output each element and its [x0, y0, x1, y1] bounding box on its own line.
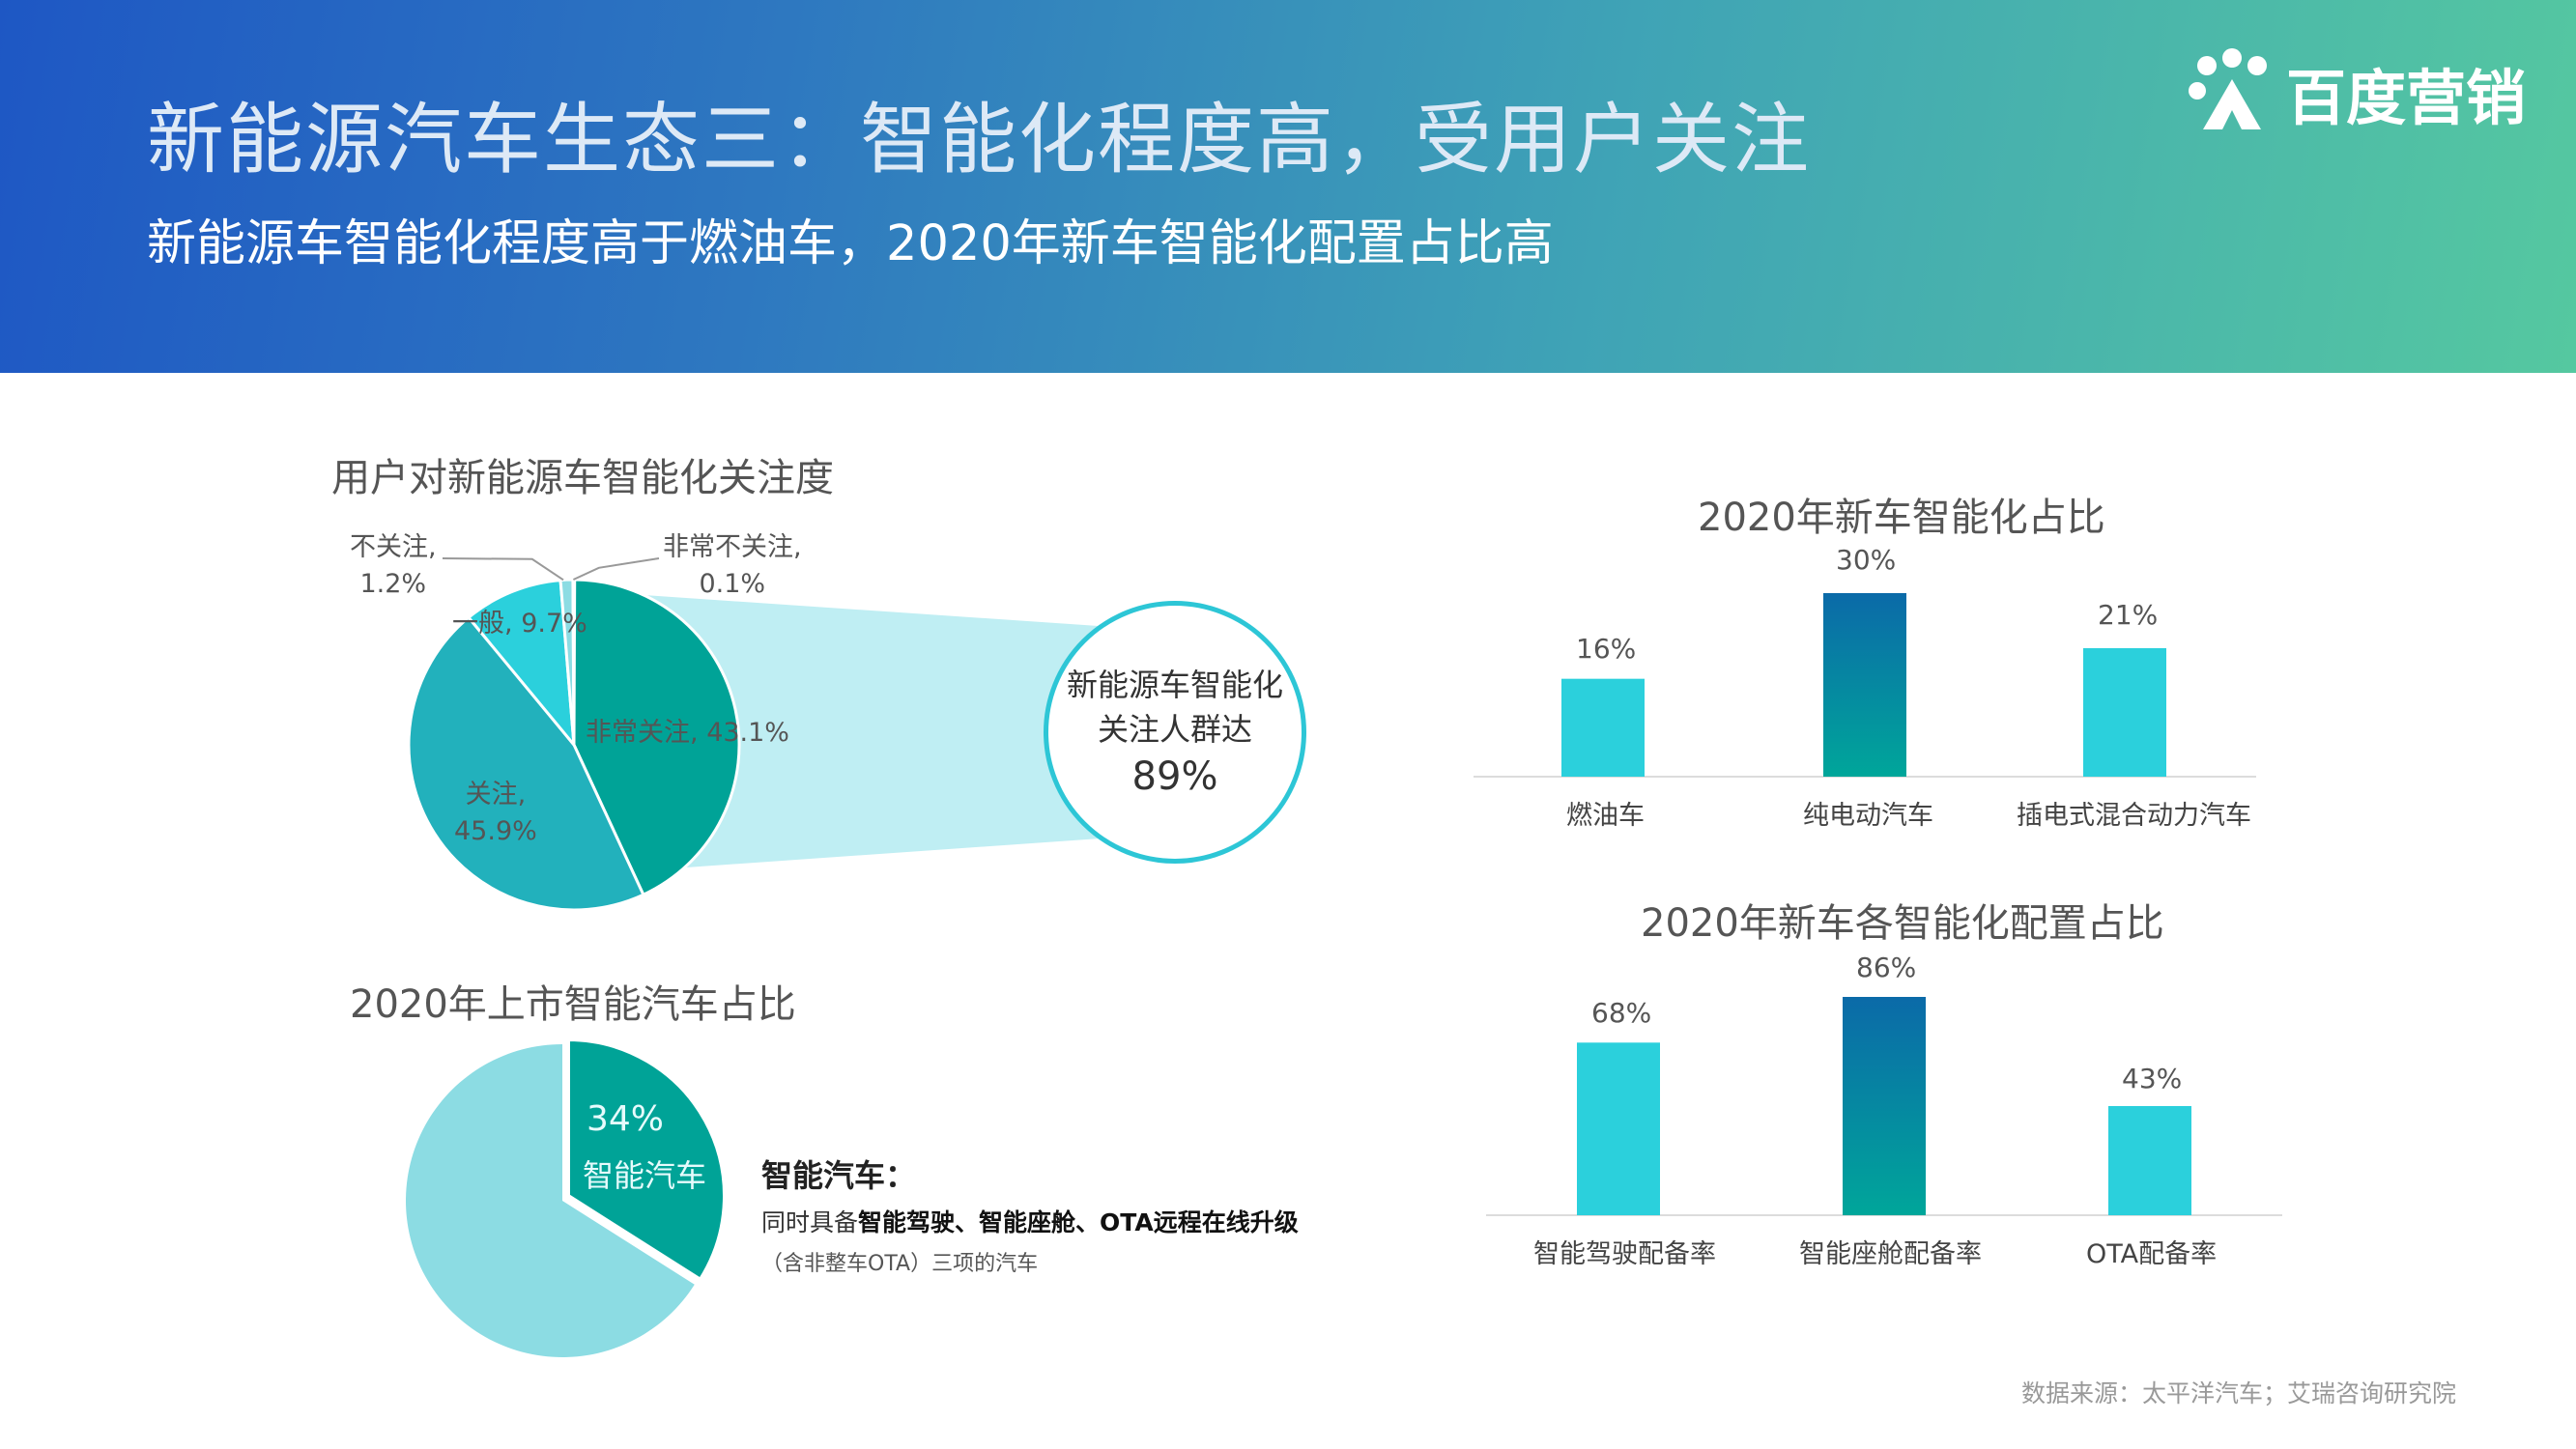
note-title: 智能汽车：: [761, 1157, 917, 1194]
pie1-label-general: 一般, 9.7%: [452, 609, 587, 639]
logo-text: 百度营销: [2286, 63, 2527, 133]
baidu-logo: 百度营销: [2186, 46, 2526, 139]
pie1-leader-not-at-all: [572, 557, 660, 581]
page-subtitle: 新能源车智能化程度高于燃油车，2020年新车智能化配置占比高: [147, 215, 1554, 272]
bar1-value-1: 30%: [1836, 544, 1897, 576]
pie1-slice-1: [407, 615, 645, 912]
bar2-category-0: 智能驾驶配备率: [1533, 1239, 1716, 1269]
pie1-label-concerned: 关注, 45.9%: [454, 780, 537, 846]
note-line1: 同时具备智能驾驶、智能座舱、OTA远程在线升级: [761, 1208, 1299, 1236]
bar2-value-1: 86%: [1856, 952, 1917, 983]
callout-wedge: [644, 595, 1156, 868]
pie1-slice-4: [571, 578, 577, 746]
callout-line2: 关注人群达: [1097, 711, 1252, 748]
bar2-category-2: OTA配备率: [2086, 1239, 2218, 1269]
bar1-bar-2: [2083, 648, 2166, 777]
pie1-slice-2: [466, 578, 576, 750]
pie2-name-label: 智能汽车: [583, 1157, 707, 1194]
bar1-bar-0: [1561, 678, 1645, 777]
pie1-label-very-concerned: 非常关注, 43.1%: [586, 718, 789, 748]
pie1-slice-0: [572, 578, 741, 897]
pie2-value-label: 34%: [587, 1099, 665, 1139]
bar1-title: 2020年新车智能化占比: [1698, 496, 2105, 540]
callout-value: 89%: [1131, 754, 1218, 799]
pie2-slice-rest: [406, 1044, 695, 1357]
page-title: 新能源汽车生态三：智能化程度高，受用户关注: [147, 95, 1811, 185]
bar2-value-0: 68%: [1591, 997, 1652, 1029]
bar1-value-0: 16%: [1576, 633, 1637, 665]
header-banner: 新能源汽车生态三：智能化程度高，受用户关注 新能源车智能化程度高于燃油车，202…: [0, 0, 2576, 373]
note-line2: （含非整车OTA）三项的汽车: [761, 1252, 1039, 1276]
bar2-bar-1: [1843, 997, 1926, 1215]
pie1-leader-not-concerned: [442, 557, 564, 582]
pie1-title: 用户对新能源车智能化关注度: [331, 456, 834, 500]
bar1-value-2: 21%: [2098, 599, 2159, 631]
paw-icon: [2189, 48, 2267, 129]
bar2-value-2: 43%: [2122, 1063, 2183, 1094]
bar2-title: 2020年新车各智能化配置占比: [1641, 901, 2164, 946]
callout-bubble: 新能源车智能化 关注人群达 89%: [1044, 601, 1306, 864]
bar1-bar-1: [1823, 593, 1906, 777]
callout-line1: 新能源车智能化: [1066, 667, 1283, 703]
bar2-category-1: 智能座舱配备率: [1799, 1239, 1982, 1269]
bar2-bar-2: [2108, 1106, 2191, 1215]
pie1-label-not-at-all: 非常不关注, 0.1%: [663, 532, 802, 599]
pie2-slice-smart: [566, 1037, 727, 1283]
bar1-category-0: 燃油车: [1566, 801, 1645, 831]
data-source: 数据来源：太平洋汽车；艾瑞咨询研究院: [2021, 1379, 2457, 1407]
pie2-title: 2020年上市智能汽车占比: [350, 982, 796, 1027]
bar1-category-2: 插电式混合动力汽车: [2017, 801, 2251, 831]
bar1-category-1: 纯电动汽车: [1803, 801, 1933, 831]
pie1-label-not-concerned: 不关注, 1.2%: [350, 532, 437, 599]
bar2-bar-0: [1577, 1042, 1660, 1215]
